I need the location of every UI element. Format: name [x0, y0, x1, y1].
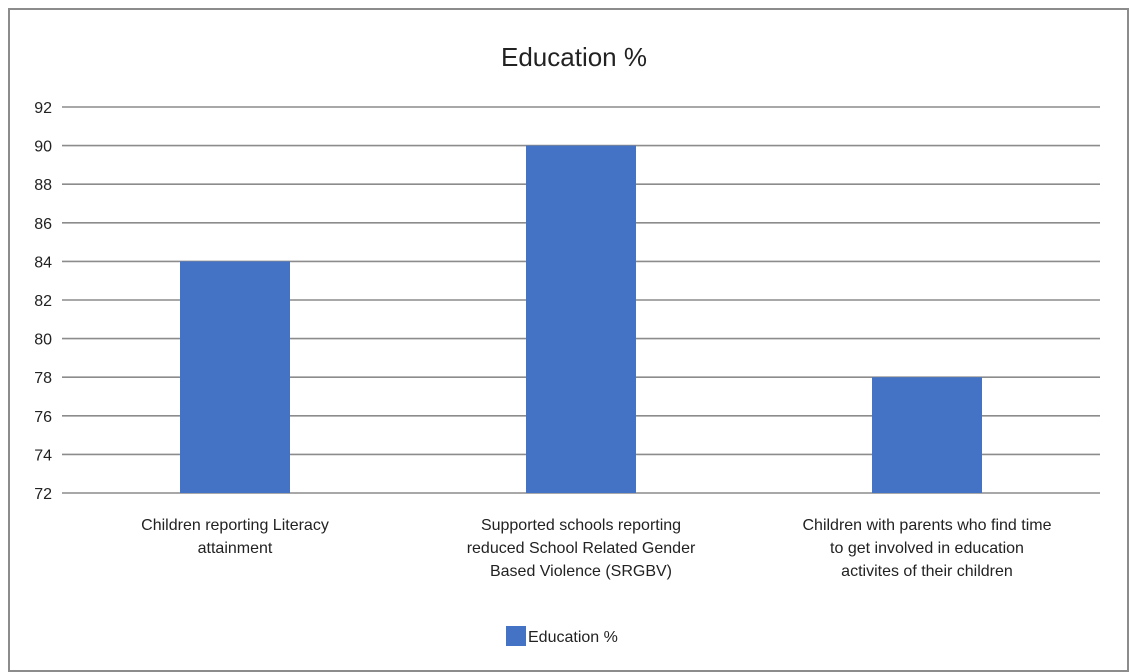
y-axis-ticks: 72 74 76 78 80 82 84 86 88 90 92: [34, 100, 52, 503]
y-tick-label: 92: [34, 100, 52, 117]
y-tick-label: 74: [34, 447, 52, 464]
y-tick-label: 88: [34, 177, 52, 194]
x-category-label: Based Violence (SRGBV): [490, 563, 672, 580]
legend-label: Education %: [528, 629, 618, 646]
x-category-label: Children reporting Literacy: [141, 517, 329, 534]
y-tick-label: 72: [34, 486, 52, 503]
legend: Education %: [506, 626, 618, 646]
bars: [180, 145, 982, 493]
x-category-label: to get involved in education: [830, 540, 1024, 557]
y-tick-label: 82: [34, 293, 52, 310]
y-tick-label: 76: [34, 409, 52, 426]
x-category-label: Children with parents who find time: [802, 517, 1051, 534]
bar: [872, 377, 982, 493]
y-tick-label: 90: [34, 139, 52, 156]
x-category-label: Supported schools reporting: [481, 517, 681, 534]
y-tick-label: 84: [34, 254, 52, 271]
legend-swatch: [506, 626, 526, 646]
y-tick-label: 78: [34, 370, 52, 387]
chart-title: Education %: [501, 42, 647, 72]
x-axis-labels: Children reporting Literacy attainment Sup…: [141, 517, 1051, 580]
x-category-label: activites of their children: [841, 563, 1013, 580]
x-category-label: reduced School Related Gender: [467, 540, 696, 557]
y-tick-label: 80: [34, 332, 52, 349]
y-tick-label: 86: [34, 216, 52, 233]
bar: [526, 145, 636, 493]
x-category-label: attainment: [198, 540, 273, 557]
bar: [180, 261, 290, 493]
